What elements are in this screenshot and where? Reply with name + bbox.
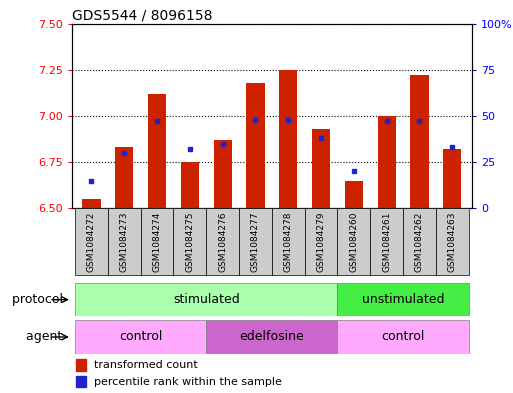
Bar	[76, 376, 86, 387]
Bar	[83, 199, 101, 208]
Bar	[345, 180, 363, 208]
Bar	[370, 208, 403, 275]
Bar	[338, 208, 370, 275]
Bar	[214, 140, 232, 208]
Text: control: control	[119, 331, 163, 343]
Bar	[148, 94, 166, 208]
Bar	[75, 320, 206, 354]
Bar	[312, 129, 330, 208]
Bar	[75, 283, 338, 316]
Text: edelfosine: edelfosine	[240, 331, 304, 343]
Bar	[108, 208, 141, 275]
Text: GSM1084274: GSM1084274	[152, 211, 162, 272]
Text: GSM1084262: GSM1084262	[415, 211, 424, 272]
Text: percentile rank within the sample: percentile rank within the sample	[94, 377, 282, 387]
Bar	[410, 75, 428, 208]
Text: GSM1084273: GSM1084273	[120, 211, 129, 272]
Text: GSM1084279: GSM1084279	[317, 211, 326, 272]
Bar	[181, 162, 199, 208]
Bar	[76, 359, 86, 371]
Bar	[173, 208, 206, 275]
Text: GSM1084277: GSM1084277	[251, 211, 260, 272]
Bar	[272, 208, 305, 275]
Bar	[443, 149, 461, 208]
Text: GSM1084278: GSM1084278	[284, 211, 293, 272]
Bar	[436, 208, 469, 275]
Text: stimulated: stimulated	[173, 293, 240, 306]
Bar	[338, 320, 469, 354]
Text: GSM1084263: GSM1084263	[448, 211, 457, 272]
Text: GDS5544 / 8096158: GDS5544 / 8096158	[72, 8, 212, 22]
Bar	[338, 283, 469, 316]
Bar	[305, 208, 338, 275]
Bar	[75, 208, 108, 275]
Bar	[206, 320, 338, 354]
Text: protocol: protocol	[12, 293, 67, 306]
Text: GSM1084276: GSM1084276	[218, 211, 227, 272]
Text: unstimulated: unstimulated	[362, 293, 444, 306]
Text: GSM1084260: GSM1084260	[349, 211, 359, 272]
Text: GSM1084272: GSM1084272	[87, 211, 96, 272]
Text: control: control	[381, 331, 425, 343]
Bar	[378, 116, 396, 208]
Bar	[239, 208, 272, 275]
Text: agent: agent	[27, 331, 67, 343]
Bar	[206, 208, 239, 275]
Bar	[141, 208, 173, 275]
Bar	[279, 70, 298, 208]
Bar	[246, 83, 265, 208]
Text: GSM1084261: GSM1084261	[382, 211, 391, 272]
Bar	[403, 208, 436, 275]
Text: GSM1084275: GSM1084275	[185, 211, 194, 272]
Bar	[115, 147, 133, 208]
Text: transformed count: transformed count	[94, 360, 198, 370]
